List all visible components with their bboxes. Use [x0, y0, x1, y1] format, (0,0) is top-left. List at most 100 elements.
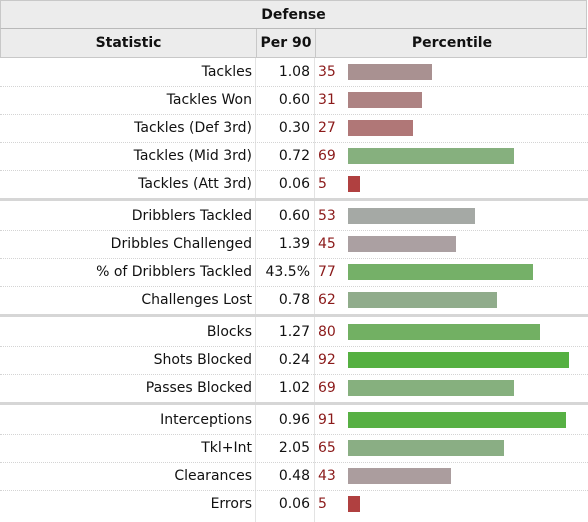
percentile-bar — [348, 352, 569, 368]
stat-name: Errors — [210, 496, 252, 512]
stat-name: Tackles (Att 3rd) — [138, 176, 252, 192]
table-row: Tackles 1.08 35 — [0, 58, 588, 86]
table-row: Tackles (Att 3rd) 0.06 5 — [0, 170, 588, 198]
row-divider — [0, 434, 588, 436]
per90-value: 0.06 — [278, 496, 310, 512]
percentile-bar — [348, 264, 533, 280]
stat-name: Tackles (Mid 3rd) — [133, 148, 252, 164]
table-row: Dribbles Challenged 1.39 45 — [0, 230, 588, 258]
per90-value: 43.5% — [265, 264, 310, 280]
per90-value: 1.39 — [278, 236, 310, 252]
percentile-bar — [348, 64, 432, 80]
column-divider — [256, 29, 257, 57]
stat-name: Clearances — [174, 468, 252, 484]
percentile-value: 65 — [318, 440, 336, 456]
table-title: Defense — [0, 0, 587, 29]
stat-name: Tackles (Def 3rd) — [134, 120, 252, 136]
percentile-value: 62 — [318, 292, 336, 308]
percentile-bar — [348, 148, 514, 164]
percentile-value: 69 — [318, 380, 336, 396]
percentile-bar — [348, 468, 451, 484]
percentile-value: 31 — [318, 92, 336, 108]
group-separator — [0, 314, 588, 317]
percentile-value: 53 — [318, 208, 336, 224]
percentile-value: 5 — [318, 176, 327, 192]
stat-name: Tackles — [201, 64, 252, 80]
table-row: Passes Blocked 1.02 69 — [0, 374, 588, 402]
table-row: Clearances 0.48 43 — [0, 462, 588, 490]
table-row: Tkl+Int 2.05 65 — [0, 434, 588, 462]
per90-value: 1.08 — [278, 64, 310, 80]
per90-value: 0.96 — [278, 412, 310, 428]
percentile-bar — [348, 292, 497, 308]
column-header-row: Statistic Per 90 Percentile — [0, 29, 587, 58]
per90-value: 0.30 — [278, 120, 310, 136]
percentile-bar — [348, 208, 475, 224]
percentile-value: 27 — [318, 120, 336, 136]
per90-value: 1.02 — [278, 380, 310, 396]
row-divider — [0, 462, 588, 464]
per90-value: 0.78 — [278, 292, 310, 308]
table-row: Tackles Won 0.60 31 — [0, 86, 588, 114]
per90-value: 0.60 — [278, 92, 310, 108]
percentile-value: 92 — [318, 352, 336, 368]
stat-name: Dribblers Tackled — [131, 208, 252, 224]
per90-value: 0.06 — [278, 176, 310, 192]
table-row: Tackles (Def 3rd) 0.30 27 — [0, 114, 588, 142]
percentile-value: 35 — [318, 64, 336, 80]
percentile-bar — [348, 120, 413, 136]
column-header-per90[interactable]: Per 90 — [260, 35, 312, 51]
percentile-bar — [348, 380, 514, 396]
stat-name: Dribbles Challenged — [110, 236, 252, 252]
percentile-value: 77 — [318, 264, 336, 280]
row-divider — [0, 230, 588, 232]
stat-name: Passes Blocked — [145, 380, 252, 396]
stat-name: Tackles Won — [166, 92, 252, 108]
table-row: Shots Blocked 0.24 92 — [0, 346, 588, 374]
row-divider — [0, 346, 588, 348]
row-divider — [0, 114, 588, 116]
row-divider — [0, 490, 588, 492]
per90-value: 2.05 — [278, 440, 310, 456]
percentile-bar — [348, 412, 566, 428]
per90-value: 0.48 — [278, 468, 310, 484]
percentile-bar — [348, 496, 360, 512]
column-header-percentile[interactable]: Percentile — [411, 35, 493, 51]
table-row: Tackles (Mid 3rd) 0.72 69 — [0, 142, 588, 170]
per90-value: 0.72 — [278, 148, 310, 164]
percentile-value: 5 — [318, 496, 327, 512]
per90-value: 0.24 — [278, 352, 310, 368]
percentile-value: 80 — [318, 324, 336, 340]
row-divider — [0, 86, 588, 88]
column-divider — [315, 29, 316, 57]
percentile-value: 69 — [318, 148, 336, 164]
stat-name: % of Dribblers Tackled — [96, 264, 252, 280]
table-row: Blocks 1.27 80 — [0, 318, 588, 346]
table-row: Dribblers Tackled 0.60 53 — [0, 202, 588, 230]
table-row: Errors 0.06 5 — [0, 490, 588, 518]
stat-name: Challenges Lost — [141, 292, 252, 308]
stat-name: Blocks — [206, 324, 252, 340]
per90-value: 0.60 — [278, 208, 310, 224]
percentile-bar — [348, 92, 422, 108]
per90-value: 1.27 — [278, 324, 310, 340]
table-row: Challenges Lost 0.78 62 — [0, 286, 588, 314]
percentile-value: 45 — [318, 236, 336, 252]
column-header-statistic[interactable]: Statistic — [95, 35, 162, 51]
group-separator — [0, 198, 588, 201]
percentile-bar — [348, 236, 456, 252]
column-line — [314, 58, 315, 522]
percentile-bar — [348, 324, 540, 340]
stat-name: Tkl+Int — [201, 440, 252, 456]
percentile-value: 43 — [318, 468, 336, 484]
table-row: % of Dribblers Tackled 43.5% 77 — [0, 258, 588, 286]
percentile-bar — [348, 176, 360, 192]
group-separator — [0, 402, 588, 405]
row-divider — [0, 374, 588, 376]
stat-name: Interceptions — [160, 412, 252, 428]
row-divider — [0, 258, 588, 260]
percentile-value: 91 — [318, 412, 336, 428]
row-divider — [0, 170, 588, 172]
row-divider — [0, 142, 588, 144]
